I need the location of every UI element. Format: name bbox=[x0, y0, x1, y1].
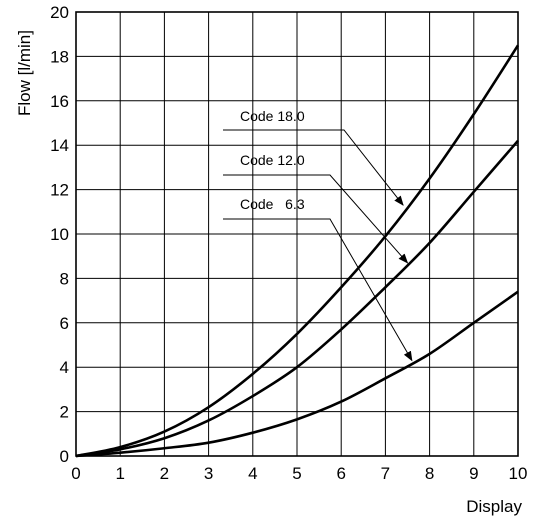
annotation-label: Code 6.3 bbox=[240, 196, 305, 212]
x-axis-label: Display bbox=[466, 497, 522, 516]
y-tick-label: 6 bbox=[60, 314, 69, 333]
annotation-arrow bbox=[223, 218, 413, 362]
x-tick-label: 1 bbox=[115, 464, 124, 483]
annotation-label: Code 12.0 bbox=[240, 152, 305, 168]
y-tick-label: 2 bbox=[60, 403, 69, 422]
curves bbox=[75, 44, 520, 458]
x-tick-label: 4 bbox=[248, 464, 257, 483]
x-tick-label: 7 bbox=[381, 464, 390, 483]
y-axis-label: Flow [l/min] bbox=[15, 30, 34, 116]
x-tick-label: 0 bbox=[71, 464, 80, 483]
y-tick-label: 4 bbox=[60, 358, 69, 377]
x-tick-label: 5 bbox=[292, 464, 301, 483]
series-line-1 bbox=[75, 139, 519, 458]
x-tick-label: 3 bbox=[204, 464, 213, 483]
x-tick-label: 10 bbox=[509, 464, 528, 483]
x-tick-label: 9 bbox=[469, 464, 478, 483]
annotation-label: Code 18.0 bbox=[240, 108, 305, 124]
y-tick-label: 10 bbox=[50, 225, 69, 244]
plot-frame bbox=[75, 11, 519, 457]
annotation-arrow bbox=[223, 174, 409, 264]
y-tick-label: 0 bbox=[60, 447, 69, 466]
y-tick-label: 18 bbox=[50, 47, 69, 66]
x-tick-label: 8 bbox=[425, 464, 434, 483]
y-tick-label: 20 bbox=[50, 3, 69, 22]
series-line-2 bbox=[75, 290, 519, 458]
y-tick-label: 14 bbox=[50, 136, 69, 155]
x-tick-label: 6 bbox=[336, 464, 345, 483]
grid bbox=[75, 11, 519, 457]
x-tick-labels: 0 1 2 3 4 5 6 7 8 9 10 bbox=[71, 464, 527, 483]
y-tick-label: 12 bbox=[50, 181, 69, 200]
annotation-arrow bbox=[223, 129, 404, 206]
x-tick-label: 2 bbox=[160, 464, 169, 483]
y-tick-label: 8 bbox=[60, 269, 69, 288]
annotations: Code 18.0 Code 12.0 Code 6.3 bbox=[223, 108, 413, 362]
series-line-0 bbox=[75, 44, 520, 458]
y-tick-labels: 0 2 4 6 8 10 12 14 16 18 20 bbox=[50, 3, 69, 466]
y-tick-label: 16 bbox=[50, 92, 69, 111]
